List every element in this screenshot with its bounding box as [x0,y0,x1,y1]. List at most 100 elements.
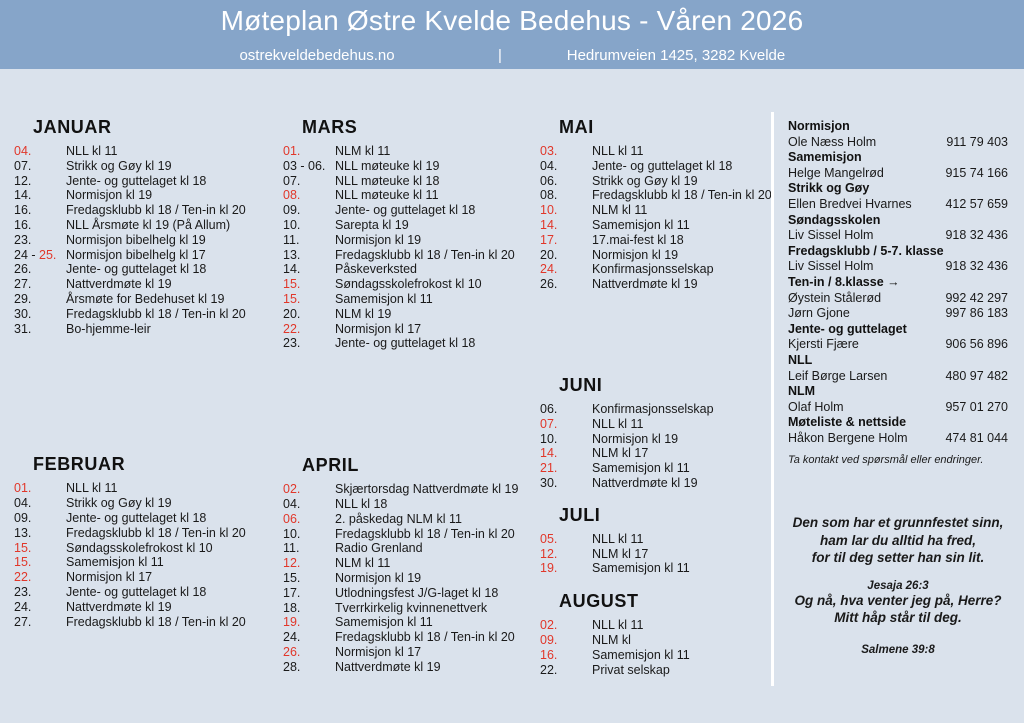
event-text: Normisjon kl 19 [592,247,679,262]
event-row: 20. NLM kl 19 [283,307,541,322]
contact-person: Olaf Holm 957 01 270 [788,400,1008,416]
event-text: Jente- og guttelaget kl 18 [66,584,207,599]
event-date-number: 28. [283,659,301,674]
event-date: 21. [540,461,592,476]
event-text: Fredagsklubb kl 18 / Ten-in kl 20 [335,630,515,645]
event-text: Søndagsskolefrokost kl 10 [335,277,482,292]
event-date-number: 24. [540,262,558,277]
event-text: NLL kl 11 [592,531,644,546]
event-text: 2. påskedag NLM kl 11 [335,511,462,526]
event-text: Samemisjon kl 11 [592,217,690,232]
event-text: Strikk og Gøy kl 19 [592,173,698,188]
contact-phone: 992 42 297 [945,290,1008,305]
calendar-column-2: MARS 01. NLM kl 11 03 - 06. NLL møteuke kl 1… [283,118,541,675]
event-row: 30. Fredagsklubb kl 18 / Ten-in kl 20 [14,307,272,322]
contact-role: NLL [788,352,813,367]
event-text: NLM kl [592,632,631,647]
contact-person: Kjersti Fjære 906 56 896 [788,337,1008,353]
event-text: Samemisjon kl 11 [335,291,433,306]
event-date: 07. [540,417,592,432]
event-date-number: 15. [14,540,32,555]
header-banner: Møteplan Østre Kvelde Bedehus - Våren 20… [0,0,1024,69]
event-date-number: 10. [540,203,558,218]
event-row: 13. Fredagsklubb kl 18 / Ten-in kl 20 [283,248,541,263]
contact-group: Ten-in / 8.klasse → Øystein Stålerød 992 4… [788,275,1008,322]
event-date-number: 08. [540,188,558,203]
month-heading: MAI [559,117,594,137]
event-text: Normisjon bibelhelg kl 17 [66,247,206,262]
month-heading: MARS [302,117,358,137]
event-row: 06. 2. påskedag NLM kl 11 [283,512,541,527]
month-heading: APRIL [302,455,359,476]
event-date-number: 11. [283,541,300,556]
event-text: NLM kl 17 [592,546,649,561]
event-row: 29. Årsmøte for Bedehuset kl 19 [14,292,272,307]
event-row: 01. NLL kl 11 [14,481,272,496]
contact-name: Liv Sissel Holm [788,228,874,243]
event-date-number: 24. [283,630,301,645]
event-text: NLL møteuke kl 11 [335,188,439,203]
event-date-number: 12. [540,546,558,561]
event-date: 20. [540,248,592,263]
event-date-number: 11. [283,232,300,247]
contact-group: Fredagsklubb / 5-7. klasse Liv Sissel Hol… [788,244,1008,275]
event-date-number: 14. [283,262,301,277]
event-date-number: 22. [540,662,558,677]
contact-person: Øystein Stålerød 992 42 297 [788,291,1008,307]
event-row: 22. Privat selskap [540,663,772,678]
event-row: 31. Bo-hjemme-leir [14,322,272,337]
event-text: Jente- og guttelaget kl 18 [592,158,733,173]
event-date-number: 16. [14,217,32,232]
event-row: 26. Jente- og guttelaget kl 18 [14,262,272,277]
event-text: Normisjon kl 19 [335,232,422,247]
event-date-number: 07. [283,173,301,188]
contact-name: Ellen Bredvei Hvarnes [788,196,912,211]
event-row: 10. Normisjon kl 19 [540,432,772,447]
event-text: NLM kl 19 [335,306,392,321]
event-text: Samemisjon kl 11 [592,461,690,476]
event-row: 22. Normisjon kl 17 [14,570,272,585]
event-row: 23. Jente- og guttelaget kl 18 [283,336,541,351]
event-row: 16. NLL Årsmøte kl 19 (På Allum) [14,218,272,233]
event-date: 06. [540,402,592,417]
event-date-number: 31. [14,321,32,336]
contact-group: Samemisjon Helge Mangelrød 915 74 166 [788,150,1008,181]
event-row: 01. NLM kl 11 [283,144,541,159]
event-date: 23. [283,336,335,351]
event-row: 17. Utlodningsfest J/G-laget kl 18 [283,586,541,601]
event-date: 12. [540,547,592,562]
event-date-number: 06. [283,511,301,526]
contact-phone: 918 32 436 [945,259,1008,274]
month-heading: JANUAR [33,117,112,137]
event-date: 14. [540,218,592,233]
event-row: 15. Søndagsskolefrokost kl 10 [14,541,272,556]
address-text: Hedrumveien 1425, 3282 Kvelde [566,47,786,64]
event-text: Fredagsklubb kl 18 / Ten-in kl 20 [66,306,246,321]
event-text: Fredagsklubb kl 18 / Ten-in kl 20 [335,247,515,262]
event-date-number: 01. [283,144,301,158]
event-date-number: 15. [283,570,301,585]
event-text: Jente- og guttelaget kl 18 [66,510,207,525]
event-text: Søndagsskolefrokost kl 10 [66,540,213,555]
event-date: 04. [14,496,66,511]
contact-name: Helge Mangelrød [788,165,884,180]
event-date-number: 06. [540,173,558,188]
contact-person: Ellen Bredvei Hvarnes 412 57 659 [788,197,1008,213]
event-date-number: 09. [283,203,301,218]
event-date: 08. [283,188,335,203]
event-date-number: 07. [14,158,32,173]
event-row: 28. Nattverdmøte kl 19 [283,660,541,675]
contact-group: Søndagsskolen Liv Sissel Holm 918 32 436 [788,213,1008,244]
event-date-number: 25. [39,247,57,262]
event-row: 19. Samemisjon kl 11 [283,615,541,630]
event-row: 17. 17.mai-fest kl 18 [540,233,772,248]
contact-name: Håkon Bergene Holm [788,430,908,445]
event-row: 03. NLL kl 11 [540,144,772,159]
event-date-number: 15. [283,291,301,306]
event-text: Jente- og guttelaget kl 18 [335,336,476,351]
event-row: 13. Fredagsklubb kl 18 / Ten-in kl 20 [14,526,272,541]
event-text: NLL kl 18 [335,496,388,511]
quote-reference: Jesaja 26:3 [867,579,929,592]
event-date-number: 18. [283,600,301,615]
